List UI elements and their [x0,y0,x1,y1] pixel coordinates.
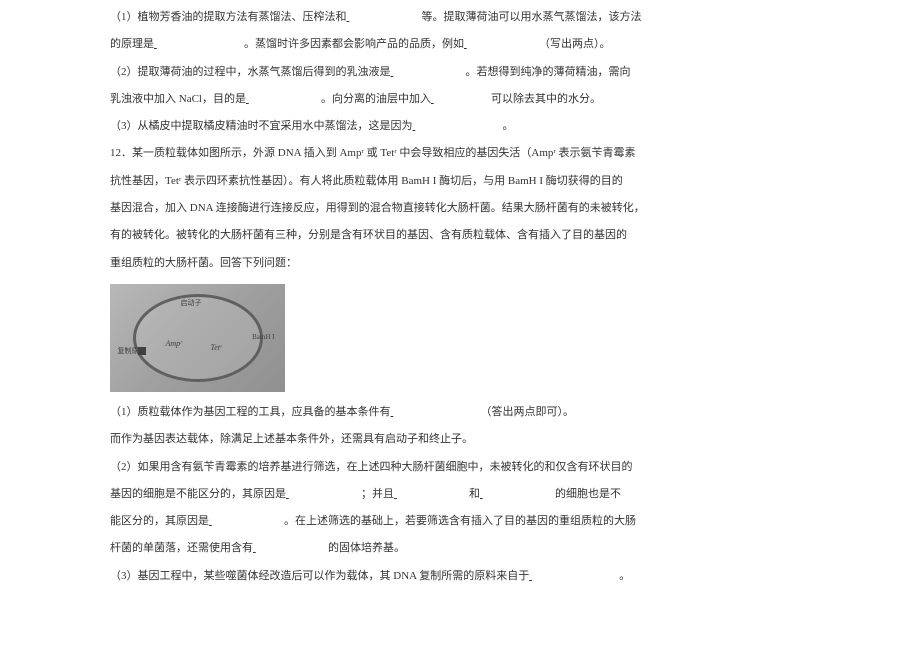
text: （写出两点）。 [539,38,611,50]
text: 。蒸馏时许多因素都会影响产品的品质，例如 [244,38,464,50]
text: ；并且 [361,488,394,500]
text: （3）从橘皮中提取橘皮精油时不宜采用水中蒸馏法，这是因为 [110,120,413,132]
text: 和 [469,488,480,500]
text: 基因的细胞是不能区分的，其原因是 [110,488,286,500]
text: 基因混合，加入 DNA 连接酶进行连接反应，用得到的混合物直接转化大肠杆菌。结果… [110,202,645,214]
blank [154,32,244,57]
text: 抗性基因，Tetʳ 表示四环素抗性基因）。有人将此质粒载体用 BamH I 酶切… [110,175,623,187]
blank [391,400,481,425]
q12-intro-2: 抗性基因，Tetʳ 表示四环素抗性基因）。有人将此质粒载体用 BamH I 酶切… [110,169,820,194]
text: 重组质粒的大肠杆菌。回答下列问题： [110,257,297,269]
text: （1）植物芳香油的提取方法有蒸馏法、压榨法和 [110,11,347,23]
text: 。 [503,120,514,132]
document-content: （1）植物芳香油的提取方法有蒸馏法、压榨法和 等。提取薄荷油可以用水蒸气蒸馏法，… [110,5,820,589]
origin-marker [138,347,146,355]
text: （2）如果用含有氨苄青霉素的培养基进行筛选，在上述四种大肠杆菌细胞中，未被转化的… [110,461,633,473]
q12-1-line1: （1）质粒载体作为基因工程的工具，应具备的基本条件有 （答出两点即可）。 [110,400,820,425]
blank [286,482,361,507]
text: 的固体培养基。 [328,542,405,554]
amp-label: Ampʳ [166,335,182,353]
q12-intro-3: 基因混合，加入 DNA 连接酶进行连接反应，用得到的混合物直接转化大肠杆菌。结果… [110,196,820,221]
text: 等。提取薄荷油可以用水蒸气蒸馏法，该方法 [422,11,642,23]
q11-2-line1: （2）提取薄荷油的过程中，水蒸气蒸馏后得到的乳浊液是 。若想得到纯净的薄荷精油，… [110,60,820,85]
q12-intro-4: 有的被转化。被转化的大肠杆菌有三种，分别是含有环状目的基因、含有质粒载体、含有插… [110,223,820,248]
blank [391,60,466,85]
text: （答出两点即可）。 [481,406,575,418]
text: 。向分离的油层中加入 [321,93,431,105]
plasmid-circle: 启动子 Ampʳ Tetʳ BamH I 复制原点 [133,294,263,382]
q12-2-line2: 基因的细胞是不能区分的，其原因是 ；并且 和 的细胞也是不 [110,482,820,507]
blank [529,564,619,589]
blank [431,87,491,112]
plasmid-diagram: 启动子 Ampʳ Tetʳ BamH I 复制原点 [110,284,285,392]
blank [464,32,539,57]
q12-3: （3）基因工程中，某些噬菌体经改造后可以作为载体，其 DNA 复制所需的原料来自… [110,564,820,589]
text: 。若想得到纯净的薄荷精油，需向 [466,66,631,78]
q12-intro-1: 12．某一质粒载体如图所示，外源 DNA 插入到 Ampʳ 或 Tetʳ 中会导… [110,141,820,166]
text: （2）提取薄荷油的过程中，水蒸气蒸馏后得到的乳浊液是 [110,66,391,78]
blank [394,482,469,507]
q11-2-line2: 乳浊液中加入 NaCl，目的是 。向分离的油层中加入 可以除去其中的水分。 [110,87,820,112]
text: 可以除去其中的水分。 [491,93,601,105]
blank [413,114,503,139]
blank [246,87,321,112]
text: 能区分的，其原因是 [110,515,209,527]
blank [209,509,284,534]
q12-intro-5: 重组质粒的大肠杆菌。回答下列问题： [110,251,820,276]
text: 有的被转化。被转化的大肠杆菌有三种，分别是含有环状目的基因、含有质粒载体、含有插… [110,229,627,241]
plasmid-figure: 启动子 Ampʳ Tetʳ BamH I 复制原点 [110,284,820,392]
q12-2-line3: 能区分的，其原因是 。在上述筛选的基础上，若要筛选含有插入了目的基因的重组质粒的… [110,509,820,534]
q11-1-line1: （1）植物芳香油的提取方法有蒸馏法、压榨法和 等。提取薄荷油可以用水蒸气蒸馏法，… [110,5,820,30]
text: 12．某一质粒载体如图所示，外源 DNA 插入到 Ampʳ 或 Tetʳ 中会导… [110,147,636,159]
q12-2-line1: （2）如果用含有氨苄青霉素的培养基进行筛选，在上述四种大肠杆菌细胞中，未被转化的… [110,455,820,480]
text: 杆菌的单菌落，还需使用含有 [110,542,253,554]
q11-3: （3）从橘皮中提取橘皮精油时不宜采用水中蒸馏法，这是因为 。 [110,114,820,139]
text: 。 [619,570,630,582]
text: （3）基因工程中，某些噬菌体经改造后可以作为载体，其 DNA 复制所需的原料来自… [110,570,529,582]
promoter-label: 启动子 [181,295,202,311]
q12-2-line4: 杆菌的单菌落，还需使用含有 的固体培养基。 [110,536,820,561]
blank [347,5,422,30]
blank [253,536,328,561]
text: 的原理是 [110,38,154,50]
blank [480,482,555,507]
text: 而作为基因表达载体，除满足上述基本条件外，还需具有启动子和终止子。 [110,433,473,445]
text: 乳浊液中加入 NaCl，目的是 [110,93,246,105]
q11-1-line2: 的原理是 。蒸馏时许多因素都会影响产品的品质，例如 （写出两点）。 [110,32,820,57]
text: （1）质粒载体作为基因工程的工具，应具备的基本条件有 [110,406,391,418]
q12-1-line2: 而作为基因表达载体，除满足上述基本条件外，还需具有启动子和终止子。 [110,427,820,452]
text: 的细胞也是不 [555,488,621,500]
text: 。在上述筛选的基础上，若要筛选含有插入了目的基因的重组质粒的大肠 [284,515,636,527]
bamh-label: BamH I [252,329,274,345]
tet-label: Tetʳ [211,339,222,357]
